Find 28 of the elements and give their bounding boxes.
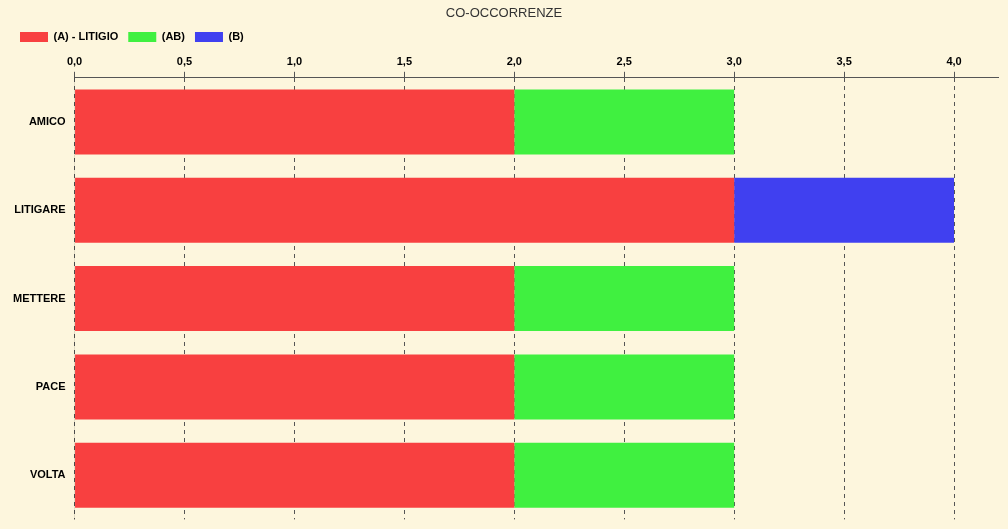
bar <box>75 442 515 508</box>
x-tick-label: 0,5 <box>176 55 193 68</box>
x-tick-label: 0,0 <box>66 55 83 68</box>
x-tick-label: 4,0 <box>946 55 962 68</box>
x-tick-label: 1,5 <box>396 55 413 68</box>
y-tick-label: METTERE <box>12 291 66 304</box>
y-tick-label: PACE <box>35 379 66 392</box>
legend-label: (B) <box>228 30 245 43</box>
x-tick-label: 1,0 <box>286 55 303 68</box>
bar <box>514 354 735 420</box>
bar <box>75 354 515 420</box>
legend-label: (A) - LITIGIO <box>53 30 119 43</box>
chart-title: CO-OCCORRENZE <box>445 5 563 21</box>
bar <box>75 89 515 155</box>
x-tick-label: 3,5 <box>836 55 852 68</box>
bar <box>75 266 515 332</box>
y-tick-label: AMICO <box>28 114 66 127</box>
bar <box>514 89 735 155</box>
legend-label: (AB) <box>161 30 186 43</box>
bar <box>75 177 735 243</box>
x-tick-label: 2,0 <box>506 55 522 68</box>
bar <box>734 177 955 243</box>
bar <box>514 442 735 508</box>
y-tick-label: VOLTA <box>29 468 66 481</box>
x-tick-label: 2,5 <box>616 55 632 68</box>
x-tick-label: 3,0 <box>726 55 742 68</box>
y-tick-label: LITIGARE <box>14 203 66 216</box>
bar <box>514 266 735 332</box>
